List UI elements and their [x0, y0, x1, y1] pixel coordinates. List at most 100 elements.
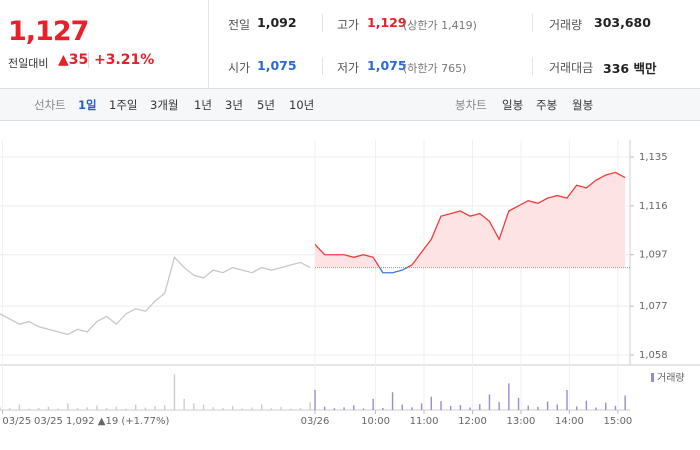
volume-bar: [488, 394, 491, 410]
price-box: [0, 0, 209, 88]
legend-swatch: [651, 373, 654, 382]
volume-bar: [144, 407, 147, 410]
x-tick-label: 13:00: [507, 416, 536, 427]
separator: [322, 14, 323, 32]
change: ▲35: [58, 52, 89, 68]
volume-bar: [420, 403, 423, 410]
volume-bar: [173, 374, 176, 410]
volume-bar: [343, 407, 345, 410]
volume-bar: [125, 408, 127, 410]
volume-bar: [96, 405, 98, 410]
quote-note: (상한가 1,419): [403, 19, 477, 32]
change-label: 전일대비: [8, 57, 49, 70]
volume-bar: [222, 408, 224, 410]
tab: 봉차트: [455, 98, 487, 112]
y-tick-label: 1,097: [639, 250, 668, 261]
tab[interactable]: 1일: [78, 98, 97, 112]
volume-bar: [411, 407, 413, 410]
volume-bar: [105, 408, 108, 410]
x-tick-label: 15:00: [603, 416, 632, 427]
tab-bar: [0, 88, 700, 121]
volume-bar: [566, 390, 568, 410]
volume-bar: [479, 404, 481, 410]
volume-bar: [57, 408, 59, 410]
quote-value: 1,092: [257, 15, 297, 30]
volume-bar: [290, 408, 292, 410]
volume-bar: [67, 403, 69, 410]
price-line: [314, 171, 626, 268]
volume-bar: [280, 406, 282, 410]
quote-value: 336 백만: [603, 61, 657, 76]
volume-bar: [585, 400, 588, 410]
volume-bar: [605, 402, 607, 410]
volume-bar: [614, 405, 617, 410]
x-tick-label: 03/26: [301, 416, 330, 427]
tab[interactable]: 월봉: [572, 98, 594, 112]
volume-bar: [575, 406, 578, 410]
quote-label: 시가: [228, 61, 251, 75]
y-tick-label: 1,135: [639, 152, 668, 163]
volume-bar: [309, 402, 311, 410]
tab[interactable]: 1년: [194, 98, 212, 112]
volume-bar: [537, 406, 539, 410]
quote-label: 거래량: [549, 18, 583, 32]
quote-value: 1,075: [367, 58, 407, 73]
separator: [532, 57, 533, 75]
volume-bar: [164, 405, 166, 410]
tab[interactable]: 5년: [257, 98, 275, 112]
volume-bar: [353, 405, 355, 410]
volume-bar: [556, 404, 559, 410]
y-tick-label: 1,077: [639, 301, 668, 312]
volume-bar: [430, 396, 433, 410]
tab[interactable]: 1주일: [109, 98, 138, 112]
quote-value: 1,129: [367, 15, 407, 30]
quote-label: 저가: [337, 61, 360, 75]
volume-bar: [134, 404, 137, 410]
volume-bar: [595, 407, 597, 410]
volume-bar: [154, 406, 156, 410]
tab[interactable]: 일봉: [502, 98, 524, 112]
volume-bar: [546, 401, 549, 410]
volume-bar: [391, 392, 394, 410]
quote-label: 전일: [228, 18, 251, 32]
volume-bar: [624, 395, 626, 410]
volume-bar: [527, 405, 529, 410]
price-line: [0, 255, 311, 336]
volume-bar: [212, 407, 214, 410]
y-tick-label: 1,058: [639, 350, 668, 361]
volume-bar: [449, 406, 452, 410]
x-tick-label: 14:00: [555, 416, 584, 427]
y-tick-label: 1,116: [639, 201, 668, 212]
volume-bar: [231, 406, 234, 410]
x-tick-label: 11:00: [410, 416, 439, 427]
volume-bar: [193, 403, 195, 410]
volume-bar: [8, 408, 11, 410]
x-tick-label: 12:00: [458, 416, 487, 427]
volume-bar: [183, 398, 185, 410]
volume-bar: [18, 404, 21, 410]
tab[interactable]: 3년: [225, 98, 243, 112]
volume-bar: [314, 390, 316, 410]
volume-bar: [362, 408, 365, 410]
tab[interactable]: 10년: [289, 98, 315, 112]
price: 1,127: [8, 16, 89, 47]
quote-note: (하한가 765): [403, 62, 467, 75]
volume-bar: [508, 383, 510, 410]
volume-bar: [469, 407, 471, 410]
volume-bar: [86, 407, 88, 410]
change-rate: +3.21%: [88, 52, 154, 68]
volume-bar: [260, 404, 263, 410]
tab[interactable]: 주봉: [536, 98, 558, 112]
volume-bar: [0, 407, 1, 410]
tab: 선차트: [34, 98, 66, 112]
quote-value: 303,680: [594, 15, 651, 30]
volume-bar: [76, 408, 79, 410]
volume-bar: [323, 406, 326, 410]
quote-value: 1,075: [257, 58, 297, 73]
volume-bar: [299, 407, 302, 410]
tab[interactable]: 3개월: [150, 98, 179, 112]
volume-bar: [372, 398, 374, 410]
x-tick-label: 10:00: [361, 416, 390, 427]
